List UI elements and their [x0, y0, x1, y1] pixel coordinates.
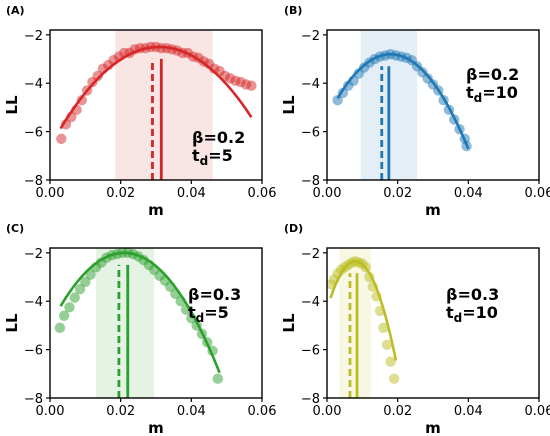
- x-axis-title: m: [148, 201, 164, 219]
- y-tick-label: −2: [301, 247, 320, 262]
- plot-area: [327, 248, 400, 398]
- x-tick-label: 0.00: [313, 404, 342, 419]
- plot-area: [332, 30, 472, 180]
- y-tick-label: −6: [24, 344, 43, 359]
- chart-panel-3: 0.00 0.02 0.04 0.06 −2 −4 −6 −8 m LL (C) β=0.3td=5: [3, 222, 276, 436]
- panel-label: (C): [6, 222, 24, 235]
- x-tick-label: 0.02: [383, 186, 412, 201]
- x-axis-title: m: [148, 419, 164, 436]
- data-point: [69, 292, 80, 303]
- chart-panel-2: 0.00 0.02 0.04 0.06 −2 −4 −6 −8 m LL (B) β=0.2td=10: [280, 4, 550, 219]
- y-tick-label: −4: [24, 295, 43, 310]
- x-tick-label: 0.04: [177, 186, 206, 201]
- data-point: [212, 373, 224, 384]
- y-tick-label: −4: [301, 77, 320, 92]
- data-point: [54, 322, 66, 334]
- data-point: [58, 310, 70, 321]
- x-tick-label: 0.06: [248, 186, 277, 201]
- axes-frame: [49, 29, 263, 181]
- axes-frame: [326, 29, 540, 181]
- x-tick-label: 0.02: [106, 404, 135, 419]
- x-tick-label: 0.06: [248, 404, 277, 419]
- fit-curve: [336, 52, 470, 150]
- data-point: [64, 302, 75, 313]
- x-tick-label: 0.06: [525, 404, 550, 419]
- data-point: [381, 339, 393, 350]
- panel-label: (A): [6, 4, 25, 17]
- data-point: [56, 133, 67, 145]
- axes-frame: [326, 247, 540, 399]
- x-tick-label: 0.06: [525, 186, 550, 201]
- y-axis-title: LL: [280, 313, 298, 333]
- plot-area: [56, 30, 257, 180]
- data-point: [74, 283, 86, 295]
- data-point: [332, 94, 343, 106]
- td-annotation: td=5: [188, 303, 229, 325]
- x-tick-label: 0.04: [454, 404, 483, 419]
- td-annotation: td=5: [192, 146, 233, 168]
- y-tick-label: −4: [24, 77, 43, 92]
- shaded-interval: [95, 248, 155, 398]
- panel-label: (B): [284, 4, 302, 17]
- fit-curve: [59, 45, 253, 130]
- x-tick-label: 0.04: [454, 186, 483, 201]
- y-tick-label: −6: [24, 126, 43, 141]
- beta-annotation: β=0.3: [188, 285, 241, 304]
- x-tick-label: 0.00: [313, 186, 342, 201]
- data-point: [385, 356, 396, 367]
- data-point: [246, 80, 257, 91]
- chart-panel-4: 0.00 0.02 0.04 0.06 −2 −4 −6 −8 m LL (D) β=0.3td=10: [280, 222, 550, 436]
- y-tick-label: −6: [301, 344, 320, 359]
- y-tick-label: −8: [301, 392, 320, 407]
- plot-area: [54, 248, 224, 398]
- y-tick-label: −2: [24, 247, 43, 262]
- y-tick-label: −6: [301, 126, 320, 141]
- fit-curve: [59, 251, 221, 374]
- y-tick-label: −2: [24, 29, 43, 44]
- data-point: [388, 373, 400, 384]
- x-axis-title: m: [425, 201, 441, 219]
- data-point: [92, 70, 103, 82]
- panel-label: (D): [284, 222, 303, 235]
- y-tick-label: −8: [24, 392, 43, 407]
- y-tick-label: −4: [301, 295, 320, 310]
- chart-panel-1: 0.00 0.02 0.04 0.06 −2 −4 −6 −8 m LL (A) β=0.2td=5: [3, 4, 276, 219]
- data-point: [378, 322, 389, 334]
- td-annotation: td=10: [446, 303, 498, 325]
- x-tick-label: 0.02: [383, 404, 412, 419]
- y-tick-label: −2: [301, 29, 320, 44]
- beta-annotation: β=0.3: [446, 285, 499, 304]
- x-axis-title: m: [425, 419, 441, 436]
- y-tick-label: −8: [24, 174, 43, 189]
- fit-curve: [329, 260, 398, 361]
- y-axis-title: LL: [3, 95, 21, 115]
- axes-frame: [49, 247, 263, 399]
- data-point: [80, 276, 91, 288]
- x-tick-label: 0.04: [177, 404, 206, 419]
- td-annotation: td=10: [466, 83, 518, 105]
- x-tick-label: 0.00: [36, 186, 65, 201]
- y-axis-title: LL: [280, 95, 298, 115]
- y-tick-label: −8: [301, 174, 320, 189]
- x-tick-label: 0.00: [36, 404, 65, 419]
- data-point: [85, 269, 96, 280]
- beta-annotation: β=0.2: [192, 128, 245, 147]
- y-axis-title: LL: [3, 313, 21, 333]
- beta-annotation: β=0.2: [466, 65, 519, 84]
- x-tick-label: 0.02: [106, 186, 135, 201]
